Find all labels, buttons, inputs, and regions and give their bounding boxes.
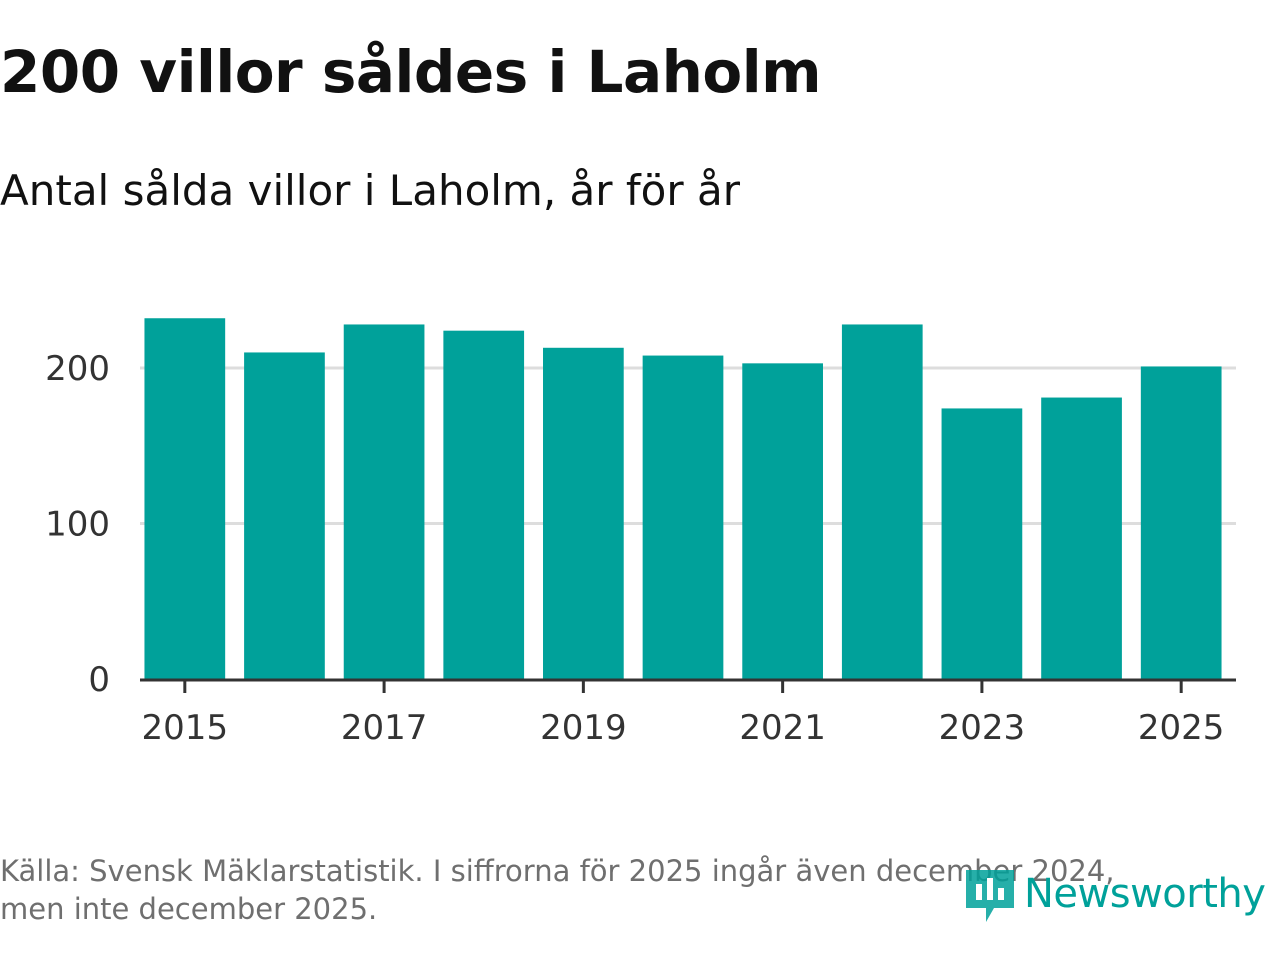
bar-2018 bbox=[443, 330, 525, 679]
bar-2023 bbox=[941, 408, 1023, 679]
bar-2025 bbox=[1140, 366, 1222, 679]
x-axis-tick-labels: 2015 2017 2019 2021 2023 2025 bbox=[142, 708, 1225, 748]
y-tick-label-0: 0 bbox=[88, 660, 110, 700]
brand-logo: Newsworthy bbox=[962, 862, 1266, 926]
chart-title: 200 villor såldes i Laholm bbox=[0, 38, 822, 106]
bar-2021 bbox=[742, 363, 823, 679]
bar-2017 bbox=[343, 324, 425, 679]
x-tick-label-2015: 2015 bbox=[142, 708, 229, 748]
bar-2022 bbox=[841, 324, 923, 679]
source-note: Källa: Svensk Mäklarstatistik. I siffror… bbox=[0, 852, 1210, 928]
bars bbox=[144, 318, 1222, 679]
y-tick-label-200: 200 bbox=[45, 349, 110, 389]
chart-subtitle: Antal sålda villor i Laholm, år för år bbox=[0, 166, 741, 215]
y-axis-tick-labels: 0 100 200 bbox=[45, 349, 110, 700]
brand-name: Newsworthy bbox=[1024, 871, 1266, 917]
bar-2015 bbox=[144, 318, 226, 679]
x-tick-label-2025: 2025 bbox=[1138, 708, 1225, 748]
newsworthy-logo-icon bbox=[966, 870, 1014, 922]
source-note-line-2: men inte december 2025. bbox=[0, 892, 378, 926]
bar-2020 bbox=[642, 355, 724, 679]
x-tick-label-2019: 2019 bbox=[540, 708, 627, 748]
bar-2024 bbox=[1041, 397, 1122, 679]
source-note-line-1: Källa: Svensk Mäklarstatistik. I siffror… bbox=[0, 854, 1115, 888]
y-tick-label-100: 100 bbox=[45, 505, 110, 545]
bar-chart: 0 100 200 2015 2017 2019 2021 2023 2025 bbox=[45, 318, 1236, 748]
bar-2019 bbox=[543, 347, 624, 679]
x-tick-label-2021: 2021 bbox=[739, 708, 826, 748]
x-axis bbox=[140, 678, 1236, 693]
x-tick-label-2017: 2017 bbox=[341, 708, 428, 748]
x-tick-label-2023: 2023 bbox=[939, 708, 1026, 748]
bar-2016 bbox=[244, 352, 325, 679]
